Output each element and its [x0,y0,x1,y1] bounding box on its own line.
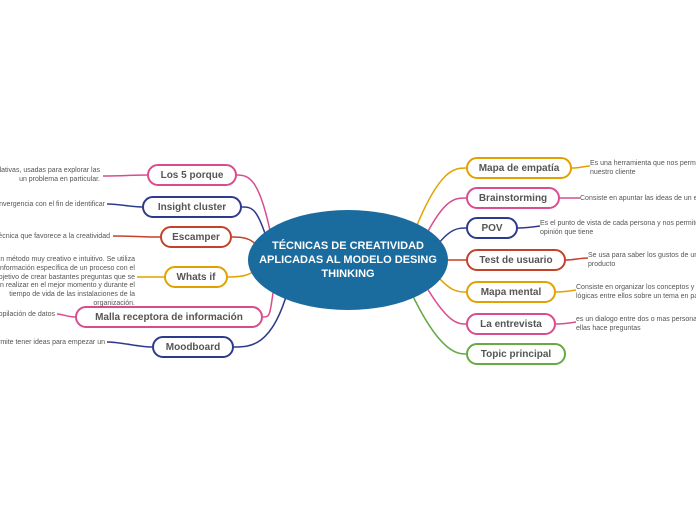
node-desc-brain: Consiste en apuntar las ideas de un equi [580,195,696,204]
node-label: Moodboard [166,342,220,353]
node-escamper[interactable]: Escamper [160,226,232,248]
node-label: Topic principal [481,349,551,360]
node-malla[interactable]: Malla receptora de información [75,306,263,328]
node-entrevista[interactable]: La entrevista [466,313,556,335]
node-label: La entrevista [480,319,542,330]
node-insight[interactable]: Insight cluster [142,196,242,218]
node-label: Whats if [177,272,216,283]
node-desc-insight: convergencia con el fin de identificar [0,201,105,210]
central-topic-label: TÉCNICAS DE CREATIVIDAD APLICADAS AL MOD… [252,239,444,282]
node-label: Test de usuario [479,255,552,266]
node-desc-test: Se usa para saber los gustos de un usupr… [588,252,696,270]
node-mental[interactable]: Mapa mental [466,281,556,303]
node-label: Malla receptora de información [95,312,243,323]
node-desc-pov: Es el punto de vista de cada persona y n… [540,220,696,238]
node-label: Los 5 porque [161,170,224,181]
node-topic[interactable]: Topic principal [466,343,566,365]
node-desc-malla: opilación de datos [0,311,55,320]
node-desc-los5: realizar relativas, usadas para explorar… [0,167,100,185]
node-desc-entrevista: es un dialogo entre dos o mas personase … [576,316,696,334]
central-topic[interactable]: TÉCNICAS DE CREATIVIDAD APLICADAS AL MOD… [248,210,448,310]
node-label: POV [481,223,502,234]
node-label: Mapa mental [481,287,542,298]
node-los5[interactable]: Los 5 porque [147,164,237,186]
node-moodboard[interactable]: Moodboard [152,336,234,358]
node-brain[interactable]: Brainstorming [466,187,560,209]
node-label: Escamper [172,232,220,243]
mindmap-canvas: TÉCNICAS DE CREATIVIDAD APLICADAS AL MOD… [0,0,696,520]
node-mapa_emp[interactable]: Mapa de empatía [466,157,572,179]
node-test[interactable]: Test de usuario [466,249,566,271]
node-desc-moodboard: ta que permite tener ideas para empezar … [0,339,105,348]
node-whatsif[interactable]: Whats if [164,266,228,288]
node-desc-escamper: Es una técnica que favorece a la creativ… [0,233,110,242]
node-desc-mapa_emp: Es una herramienta que nos permitenuestr… [590,160,696,178]
node-label: Brainstorming [479,193,547,204]
node-desc-mental: Consiste en organizar los conceptos y cr… [576,284,696,302]
node-label: Insight cluster [158,202,226,213]
node-desc-whatsif: Es un método muy creativo e intuitivo. S… [0,256,135,309]
node-pov[interactable]: POV [466,217,518,239]
node-label: Mapa de empatía [479,163,560,174]
